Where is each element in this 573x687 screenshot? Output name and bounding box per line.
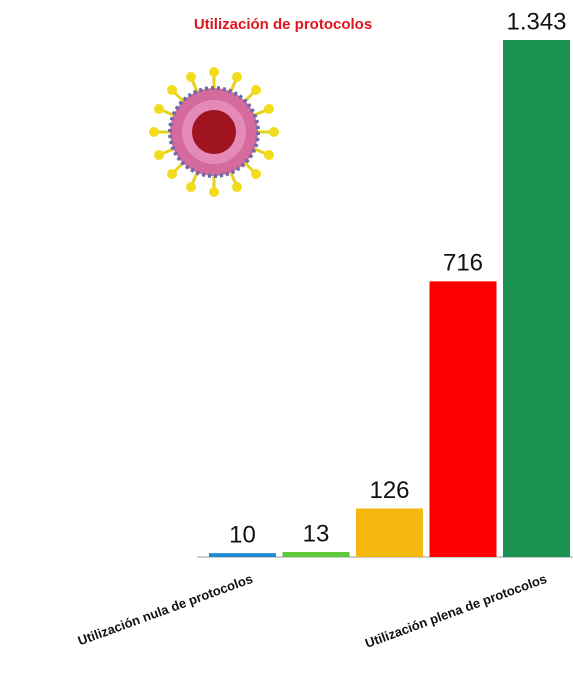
bar [503, 40, 570, 557]
value-label: 716 [443, 250, 483, 277]
bar [283, 552, 350, 557]
chart: Utilización de protocolos 10 Utilización … [0, 0, 573, 687]
bar [356, 508, 423, 557]
bar [209, 553, 276, 557]
chart-title: Utilización de protocolos [194, 16, 372, 33]
x-tick-label: Utilización nula de protocolos [76, 571, 255, 648]
value-label: 1.343 [506, 8, 566, 35]
x-tick-label: Utilización plena de protocolos [363, 571, 549, 651]
value-label: 126 [369, 477, 409, 504]
bar [430, 281, 497, 557]
value-label: 10 [229, 521, 256, 548]
value-label: 13 [303, 520, 330, 547]
virus-icon [149, 67, 279, 197]
